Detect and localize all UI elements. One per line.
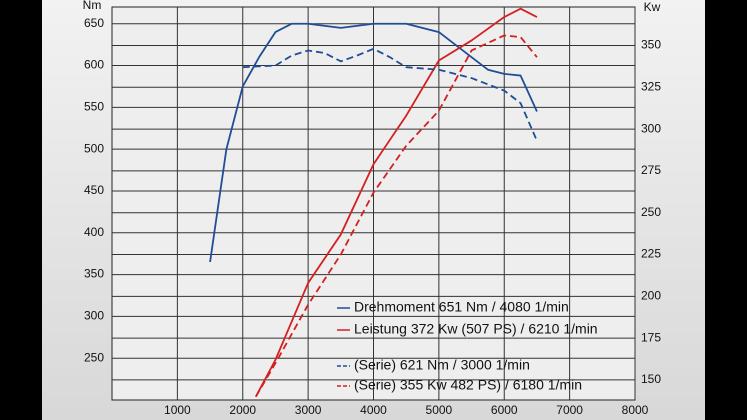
series-line <box>209 22 538 263</box>
y-axis-title: Nm <box>83 0 102 12</box>
y-tick-label: 350 <box>84 267 104 281</box>
y-tick-label: 250 <box>84 350 104 364</box>
x-tick-label: 7000 <box>556 403 583 417</box>
y-tick-label: 650 <box>84 16 104 30</box>
y2-tick-label: 175 <box>641 330 661 344</box>
x-tick-label: 6000 <box>491 403 518 417</box>
series-line <box>255 34 538 398</box>
y2-tick-label: 225 <box>641 247 661 261</box>
y2-tick-label: 200 <box>641 288 661 302</box>
y-tick-label: 600 <box>84 58 104 72</box>
y-tick-label: 450 <box>84 183 104 197</box>
y-tick-label: 300 <box>84 309 104 323</box>
y2-tick-label: 325 <box>641 79 661 93</box>
y2-tick-label: 350 <box>641 38 661 52</box>
y-tick-label: 550 <box>84 100 104 114</box>
x-tick-label: 5000 <box>426 403 453 417</box>
y2-tick-label: 250 <box>641 205 661 219</box>
y2-tick-label: 150 <box>641 372 661 386</box>
legend-label: (Serie) 621 Nm / 3000 1/min <box>354 357 530 373</box>
legend-label: Leistung 372 Kw (507 PS) / 6210 1/min <box>354 321 598 337</box>
y2-tick-label: 275 <box>641 163 661 177</box>
y2-tick-label: 300 <box>641 121 661 135</box>
x-tick-label: 8000 <box>622 403 649 417</box>
x-tick-label: 3000 <box>295 403 322 417</box>
x-tick-label: 2000 <box>229 403 256 417</box>
y-tick-label: 400 <box>84 225 104 239</box>
x-tick-label: 4000 <box>360 403 387 417</box>
y2-axis-title: Kw <box>644 0 661 14</box>
legend-label: Drehmoment 651 Nm / 4080 1/min <box>354 299 569 315</box>
series-line <box>242 47 538 142</box>
x-tick-label: 1000 <box>164 403 191 417</box>
y-tick-label: 500 <box>84 141 104 155</box>
legend-label: (Serie) 355 Kw 482 PS) / 6180 1/min <box>354 377 582 393</box>
series-line <box>255 7 538 398</box>
